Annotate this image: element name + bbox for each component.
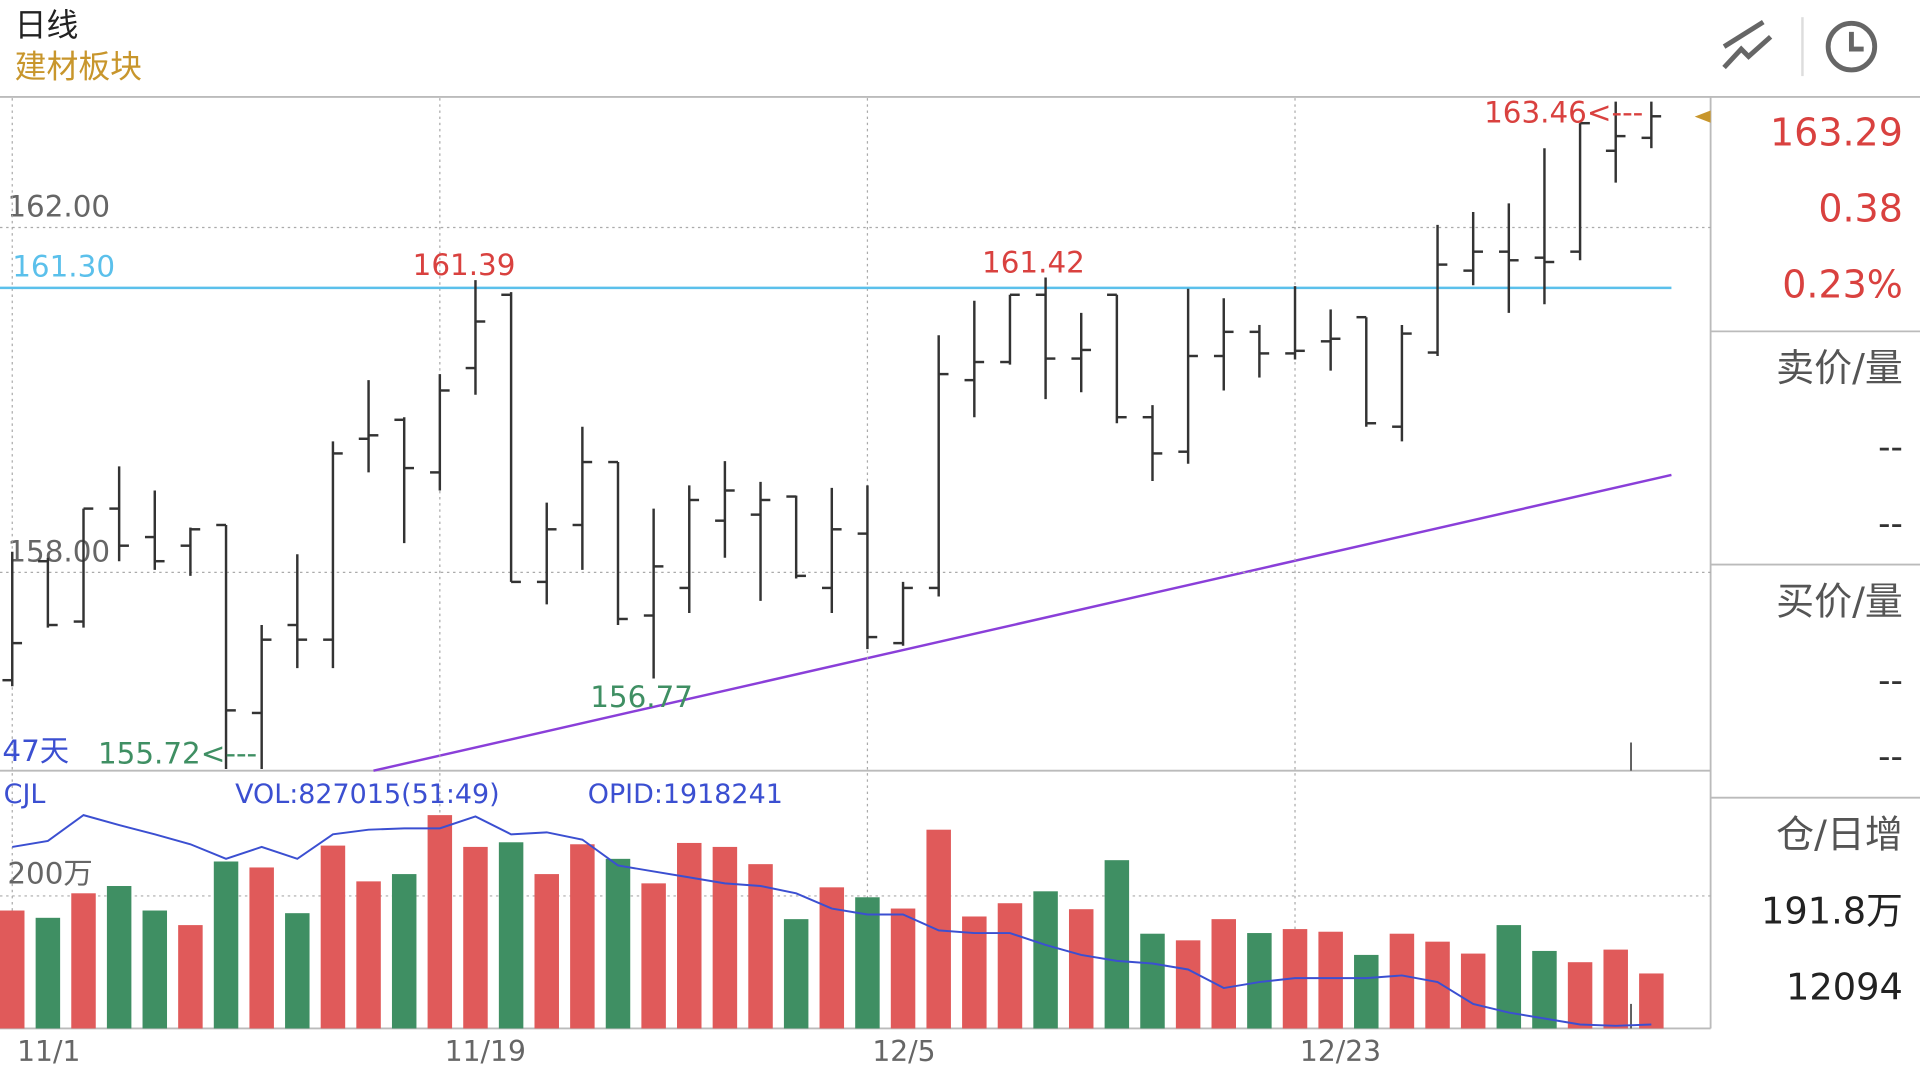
- volume-bar: [534, 874, 559, 1029]
- volume-bar: [997, 903, 1023, 1029]
- ask-price: --: [1878, 428, 1903, 468]
- annotation: 156.77: [590, 680, 693, 714]
- volume-bar: [320, 845, 346, 1029]
- volume-bar: [35, 917, 61, 1029]
- y-tick-label: 162.00: [7, 189, 110, 223]
- ask-volume: --: [1878, 504, 1903, 544]
- volume-bar: [178, 925, 203, 1029]
- volume-bar: [1460, 953, 1486, 1029]
- bid-price: --: [1878, 661, 1903, 701]
- volume-bar: [1175, 940, 1201, 1029]
- volume-bar: [71, 893, 96, 1029]
- volume-bar: [1033, 891, 1058, 1029]
- bid-volume: --: [1878, 737, 1903, 777]
- x-tick-label: 12/23: [1300, 1035, 1381, 1068]
- volume-bar: [213, 861, 239, 1029]
- volume-bar: [1639, 973, 1664, 1029]
- period-label: 日线: [15, 6, 79, 44]
- volume-bar: [1567, 962, 1593, 1029]
- volume-bar: [712, 846, 738, 1029]
- volume-bar: [142, 910, 168, 1029]
- volume-bar: [1532, 950, 1557, 1029]
- volume-bar: [1211, 919, 1236, 1029]
- volume-bar: [463, 846, 488, 1029]
- draw-tool-icon[interactable]: [1722, 20, 1773, 70]
- volume-bar: [285, 913, 310, 1029]
- volume-bar: [890, 908, 916, 1029]
- indicator-title: CJL: [4, 779, 46, 810]
- volume-bar: [249, 867, 274, 1029]
- indicator-vol: VOL:827015(51:49): [235, 779, 500, 810]
- trend-line: [373, 473, 1672, 772]
- x-tick-label: 12/5: [872, 1035, 935, 1068]
- y-tick-label: 158.00: [7, 534, 110, 568]
- clock-icon[interactable]: [1825, 20, 1878, 73]
- last-price: 163.29: [1770, 110, 1903, 154]
- y-tick-label: 200万: [7, 857, 92, 891]
- sector-label: 建材板块: [15, 48, 142, 86]
- volume-bar: [391, 874, 417, 1029]
- volume-bar: [427, 815, 453, 1029]
- volume-bar: [605, 858, 631, 1029]
- volume-bar: [1318, 931, 1343, 1029]
- change: 0.38: [1818, 187, 1903, 231]
- open-interest: 191.8万: [1761, 890, 1903, 933]
- volume-bar: [106, 886, 132, 1029]
- bid-label: 买价/量: [1776, 579, 1903, 623]
- volume-bar: [1354, 954, 1379, 1029]
- volume-bar: [1140, 933, 1165, 1029]
- annotation: 47天: [2, 734, 69, 768]
- x-tick-label: 11/1: [17, 1035, 80, 1068]
- oi-label: 仓/日增: [1776, 812, 1903, 856]
- price-pointer: [1694, 110, 1711, 123]
- annotation: 161.42: [982, 245, 1085, 279]
- volume-bar: [926, 829, 951, 1029]
- annotation: 163.46<---: [1484, 96, 1643, 130]
- reference-label: 161.30: [12, 250, 115, 284]
- volume-bar: [1389, 933, 1415, 1029]
- volume-ma-line: [12, 814, 1652, 1027]
- daily-change: 12094: [1786, 966, 1903, 1009]
- volume-bar: [0, 910, 25, 1029]
- volume-bar: [748, 864, 773, 1029]
- volume-bar: [677, 842, 702, 1029]
- indicator-opid: OPID:1918241: [588, 779, 783, 810]
- volume-bar: [1104, 860, 1130, 1029]
- volume-bar: [1068, 909, 1094, 1029]
- annotation: 155.72<---: [98, 736, 257, 770]
- volume-bar: [1425, 941, 1450, 1029]
- x-tick-label: 11/19: [445, 1035, 526, 1068]
- volume-bar: [783, 919, 809, 1029]
- volume-bar: [962, 916, 987, 1029]
- volume-bar: [356, 881, 381, 1029]
- volume-bar: [570, 844, 595, 1029]
- ask-label: 卖价/量: [1776, 346, 1903, 390]
- change-pct: 0.23%: [1782, 263, 1903, 307]
- volume-bar: [498, 842, 524, 1029]
- volume-bar: [1603, 949, 1628, 1029]
- volume-bar: [855, 897, 880, 1029]
- volume-bar: [641, 883, 666, 1029]
- annotation: 161.39: [413, 248, 516, 282]
